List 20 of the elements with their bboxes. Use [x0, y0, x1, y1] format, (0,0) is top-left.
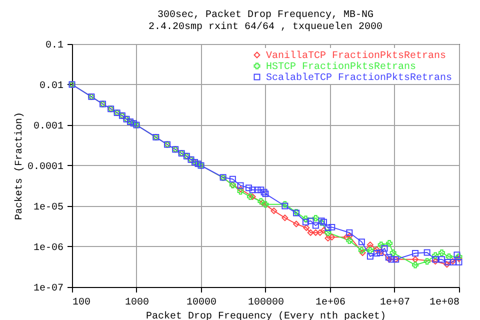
y-tick-label: 0.001: [33, 122, 64, 132]
chart-subtitle: 2.4.20smp rxint 64/64 , txqueuelen 2000: [148, 21, 383, 33]
y-tick-label: 0.0001: [27, 162, 64, 173]
y-tick-label: 1e-07: [33, 284, 64, 294]
y-tick-label: 0.01: [39, 81, 64, 92]
y-tick-label: 0.1: [45, 40, 64, 52]
x-tick-label: 1e+06: [315, 298, 346, 308]
x-tick-label: 10000: [186, 298, 217, 308]
x-tick-label: 100: [72, 298, 91, 308]
y-tick-label: 1e-05: [33, 202, 64, 214]
y-axis-title: Packets (Fraction): [13, 112, 26, 220]
chart-title: 300sec, Packet Drop Frequency, MB-NG: [157, 9, 374, 21]
legend-label: ScalableTCP FractionPktsRetrans: [266, 72, 452, 84]
x-tick-label: 1e+08: [429, 298, 460, 308]
x-tick-label: 1000: [124, 298, 150, 308]
legend-label: HSTCP FractionPktsRetrans: [266, 61, 416, 73]
legend-label: VanillaTCP FractionPktsRetrans: [266, 50, 446, 62]
x-tick-label: 100000: [248, 298, 284, 308]
y-tick-label: 1e-06: [33, 243, 64, 254]
x-tick-label: 1e+07: [380, 298, 410, 308]
